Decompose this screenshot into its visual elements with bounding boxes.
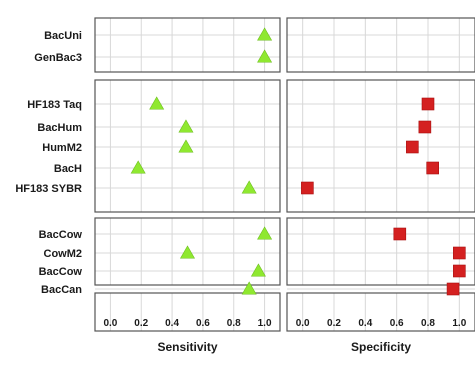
row-label: HumM2 [42,142,82,154]
panel-frame [94,217,281,286]
x-axis-title: Sensitivity [157,340,217,354]
x-tick-label: 0.0 [296,318,310,329]
sensitivity-marker [130,160,146,174]
specificity-marker [406,140,419,154]
panel-frame [286,17,475,73]
sensitivity-marker [241,180,257,194]
row-label: BacUni [44,30,82,42]
sensitivity-marker [257,27,273,41]
x-tick-label: 0.2 [327,318,341,329]
row-label: BacCow [39,229,83,241]
sensitivity-marker [250,263,266,277]
sensitivity-marker [149,96,165,110]
specificity-marker [418,120,432,134]
x-tick-label: 0.4 [358,318,372,329]
row-label: GenBac3 [34,52,82,64]
x-tick-label: 0.8 [227,318,241,329]
specificity-marker [301,181,314,195]
row-label: HF183 Taq [27,99,82,111]
x-tick-label: 1.0 [452,318,466,329]
specificity-marker [453,246,466,260]
specificity-marker [453,264,466,278]
sensitivity-marker [257,49,273,63]
row-label: CowM2 [44,248,83,260]
sensitivity-marker [178,119,194,133]
row-label: BacCan [41,284,82,296]
panel-frame [286,217,475,286]
specificity-marker [426,161,440,175]
specificity-marker [393,227,407,241]
panel-frame [286,79,475,213]
x-tick-label: 0.6 [390,318,404,329]
row-label: BacHum [37,122,82,134]
x-axis-title: Specificity [351,340,411,354]
panel-frame [94,17,281,73]
specificity-marker [421,97,435,111]
panel-frame [94,79,281,213]
row-label: HF183 SYBR [15,183,82,195]
sensitivity-marker [179,245,196,259]
panel-frame [94,292,281,332]
x-tick-label: 0.6 [196,318,210,329]
row-label: BacH [54,163,82,175]
panel-frame [286,292,475,332]
x-tick-label: 0.4 [165,318,179,329]
x-tick-label: 0.2 [134,318,148,329]
sensitivity-marker [178,139,194,153]
specificity-marker [446,282,460,296]
sensitivity-marker [241,281,257,295]
sensitivity-marker [257,226,273,240]
x-tick-label: 1.0 [258,318,272,329]
row-label: BacCow [39,266,83,278]
x-tick-label: 0.8 [421,318,435,329]
x-tick-label: 0.0 [103,318,117,329]
